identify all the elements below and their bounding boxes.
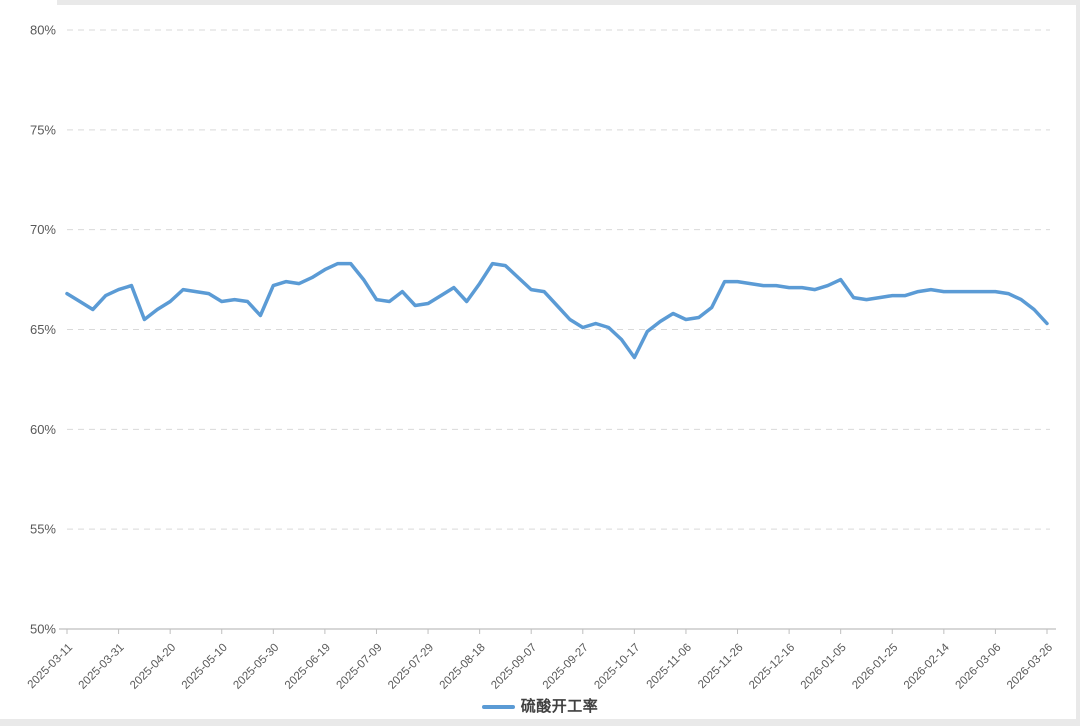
x-tick-label: 2025-07-09 (335, 642, 385, 692)
x-tick-label: 2025-09-07 (489, 642, 539, 692)
x-tick-label: 2025-07-29 (386, 642, 436, 692)
x-tick-label: 2025-03-11 (26, 642, 75, 691)
x-tick-label: 2025-05-10 (180, 642, 230, 692)
x-tick-label: 2025-03-31 (77, 642, 127, 692)
x-tick-label: 2026-02-14 (902, 641, 953, 692)
x-tick-label: 2025-06-19 (283, 642, 333, 692)
x-tick-label: 2025-09-27 (541, 642, 591, 692)
y-tick-label: 70% (30, 222, 56, 237)
x-tick-label: 2026-01-25 (850, 642, 900, 692)
x-tick-label: 2026-01-05 (799, 642, 849, 692)
y-tick-label: 65% (30, 322, 56, 337)
legend-line-swatch (481, 705, 515, 709)
x-tick-label: 2026-03-26 (1005, 642, 1055, 692)
x-tick-label: 2025-05-30 (231, 642, 281, 692)
y-tick-label: 60% (30, 422, 56, 437)
series-line (65, 261, 1049, 360)
legend: 硫酸开工率 (0, 697, 1080, 717)
x-tick-label: 2025-11-06 (645, 642, 694, 691)
window-edge-top (57, 0, 1080, 5)
x-tick-label: 2025-12-16 (747, 642, 797, 692)
window-edge-bottom (0, 719, 1080, 726)
x-tick-label: 2025-04-20 (128, 642, 178, 692)
window-edge-right (1076, 0, 1080, 726)
x-tick-label: 2025-11-26 (696, 642, 745, 691)
x-tick-label: 2026-03-06 (953, 642, 1003, 692)
legend-series-label: 硫酸开工率 (520, 698, 599, 715)
x-tick-label: 2025-10-17 (592, 642, 642, 692)
y-tick-label: 50% (30, 622, 56, 637)
y-tick-label: 55% (30, 522, 56, 537)
x-tick-label: 2025-08-18 (438, 642, 488, 692)
y-tick-label: 80% (30, 23, 56, 38)
y-tick-label: 75% (30, 122, 56, 137)
